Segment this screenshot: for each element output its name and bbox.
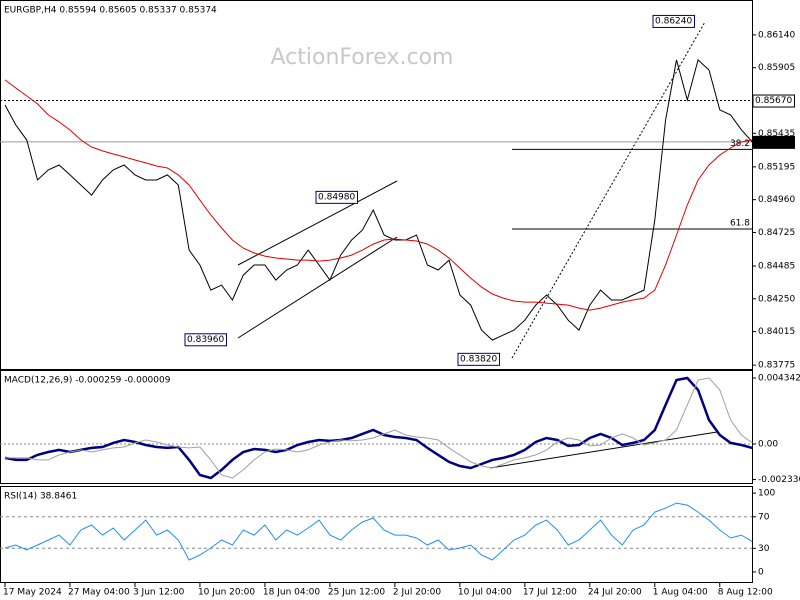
y-tick-label: 0.84960: [758, 195, 795, 205]
x-tick-label: 25 Jun 12:00: [328, 588, 385, 598]
macd-panel: [0, 370, 753, 484]
y-tick-label: 0.85195: [758, 162, 795, 172]
x-tick-label: 10 Jun 20:00: [198, 588, 255, 598]
x-tick-label: 10 Jul 04:00: [458, 588, 512, 598]
channel-upper: [237, 180, 398, 266]
price-label-box: [457, 352, 500, 366]
y-tick-label: 0.86140: [758, 30, 795, 40]
series-line: [4, 502, 753, 561]
macd-title: MACD(12,26,9) -0.000259 -0.000009: [4, 376, 171, 386]
y-tick-label: 70: [758, 512, 770, 522]
x-tick-label: 18 Jun 04:00: [263, 588, 320, 598]
y-tick-label: 0.84015: [758, 327, 795, 337]
y-tick-label: 30: [758, 544, 770, 554]
level-label-box: [752, 135, 795, 149]
y-tick-label: 0.84485: [758, 261, 795, 271]
series-line: [5, 377, 753, 479]
y-tick-label: 0.00: [758, 439, 778, 449]
x-tick-label: 1 Aug 04:00: [653, 588, 708, 598]
x-tick-label: 27 May 04:00: [68, 588, 130, 598]
trend-line: [511, 21, 706, 359]
y-tick-label: 0.84250: [758, 294, 795, 304]
rsi-title: RSI(14) 38.8461: [4, 492, 77, 502]
price-label-box: [652, 14, 695, 28]
series-line: [4, 376, 753, 480]
x-tick-label: 17 May 2024: [3, 588, 62, 598]
series-line: [4, 79, 753, 311]
level-label: 0.85670: [755, 96, 792, 106]
y-tick-label: 0.83775: [758, 361, 795, 371]
x-tick-label: 3 Jun 12:00: [133, 588, 185, 598]
fib-label: 38.2: [730, 139, 750, 149]
channel-lower: [237, 236, 398, 339]
series-line: [4, 58, 753, 341]
level-label: 0.85374: [755, 137, 792, 147]
price-label: 0.83820: [460, 354, 497, 364]
rsi-panel: [0, 486, 753, 583]
price-label: 0.83960: [187, 335, 224, 345]
x-tick-label: 24 Jul 20:00: [588, 588, 642, 598]
y-tick-label: 0.85435: [758, 129, 795, 139]
y-tick-label: 0: [758, 567, 764, 577]
watermark: ActionForex.com: [271, 45, 454, 70]
macd-trend-line: [489, 431, 718, 469]
main-panel: [0, 0, 753, 370]
price-label: 0.84980: [318, 192, 355, 202]
level-label-box: [752, 94, 795, 108]
fib-label: 61.8: [730, 218, 750, 228]
y-tick-label: 100: [758, 489, 775, 499]
price-label-box: [184, 333, 227, 347]
price-label-box: [315, 190, 358, 204]
x-tick-label: 8 Aug 12:00: [718, 588, 773, 598]
price-label: 0.86240: [655, 16, 692, 26]
chart-title: EURGBP,H4 0.85594 0.85605 0.85337 0.8537…: [4, 6, 217, 16]
y-tick-label: 0.004342: [758, 374, 800, 384]
y-tick-label: 0.84725: [758, 228, 795, 238]
y-tick-label: -0.002336: [758, 475, 800, 485]
x-tick-label: 2 Jul 20:00: [393, 588, 442, 598]
y-tick-label: 0.85905: [758, 63, 795, 73]
x-tick-label: 17 Jul 12:00: [523, 588, 577, 598]
